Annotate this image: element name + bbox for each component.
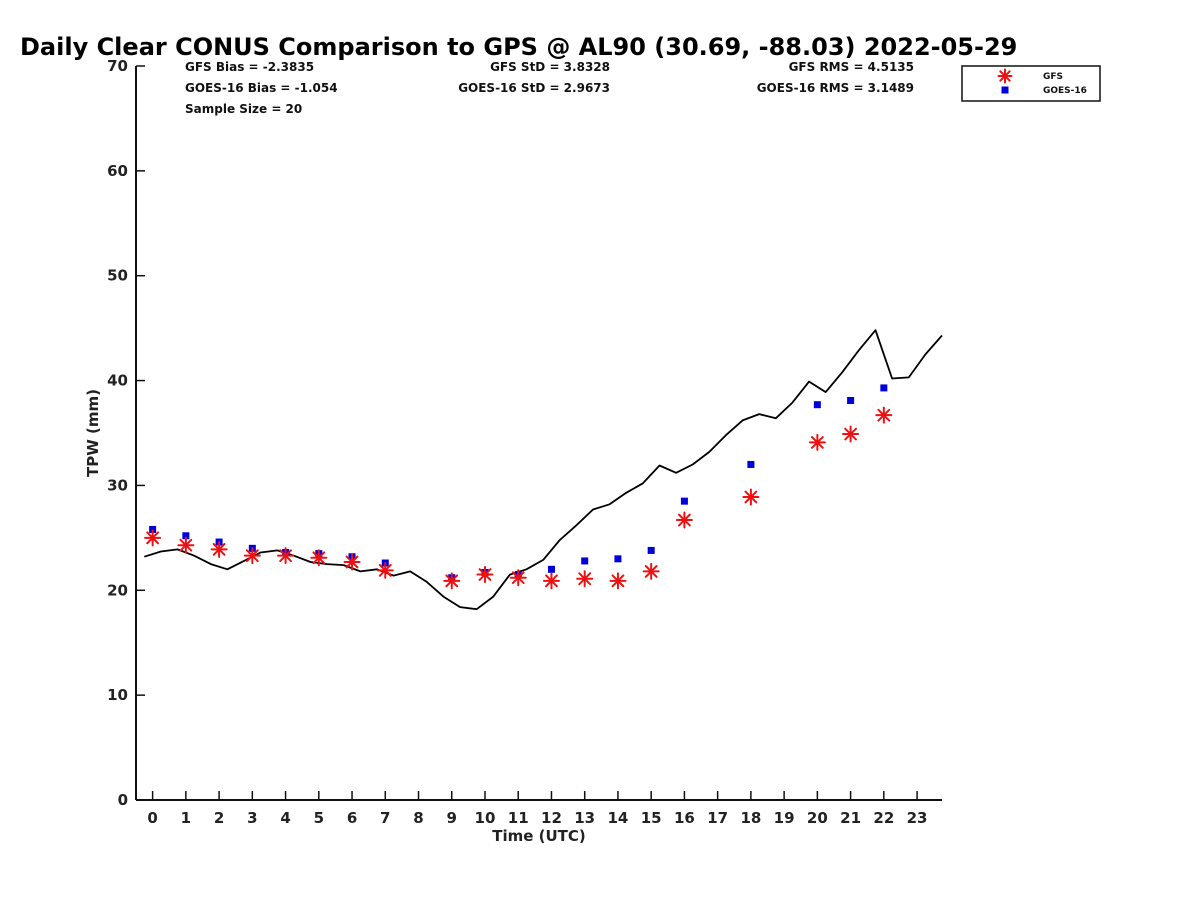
gfs-point — [642, 562, 660, 580]
gfs-point — [509, 569, 527, 587]
gfs-point — [542, 572, 560, 590]
x-tick-label: 5 — [314, 809, 324, 827]
x-tick-label: 8 — [413, 809, 423, 827]
x-tick-label: 2 — [214, 809, 224, 827]
goes16-point — [647, 546, 655, 554]
y-tick-label: 70 — [107, 57, 128, 75]
x-tick-label: 22 — [873, 809, 894, 827]
goes16-point — [614, 555, 622, 563]
gfs-point — [875, 406, 893, 424]
legend-gfs-marker — [997, 68, 1013, 84]
x-tick-label: 3 — [247, 809, 257, 827]
x-tick-label: 4 — [280, 809, 290, 827]
x-tick-label: 10 — [475, 809, 496, 827]
gfs-point — [675, 511, 693, 529]
y-tick-label: 0 — [118, 791, 128, 809]
x-tick-label: 1 — [181, 809, 191, 827]
gfs-point — [842, 425, 860, 443]
goes16-point — [581, 557, 589, 565]
goes16-point — [182, 532, 190, 540]
x-tick-label: 15 — [641, 809, 662, 827]
y-tick-label: 20 — [107, 581, 128, 599]
goes16-point — [747, 460, 755, 468]
legend-goes16-marker — [1001, 86, 1009, 94]
markers-layer — [144, 384, 893, 590]
x-tick-label: 23 — [907, 809, 928, 827]
x-tick-label: 7 — [380, 809, 390, 827]
gfs-point — [177, 536, 195, 554]
stat-goes-bias: GOES-16 Bias = -1.054 — [185, 81, 338, 95]
gps-line-layer — [144, 329, 943, 611]
y-axis-label: TPW (mm) — [84, 389, 102, 477]
x-tick-label: 17 — [707, 809, 728, 827]
gfs-point — [476, 566, 494, 584]
gfs-point — [443, 572, 461, 590]
legend-gfs-label: GFS — [1043, 72, 1063, 82]
stat-goes-rms: GOES-16 RMS = 3.1489 — [757, 81, 914, 95]
gfs-point — [144, 529, 162, 547]
goes16-point — [847, 396, 855, 404]
x-tick-label: 21 — [840, 809, 861, 827]
gfs-point — [742, 488, 760, 506]
gfs-point — [210, 540, 228, 558]
stat-sample-size: Sample Size = 20 — [185, 102, 302, 116]
x-tick-label: 6 — [347, 809, 357, 827]
x-tick-label: 14 — [608, 809, 629, 827]
gps-series-line — [144, 329, 943, 611]
x-tick-label: 12 — [541, 809, 562, 827]
legend-box — [961, 65, 1101, 102]
x-tick-label: 13 — [574, 809, 595, 827]
y-tick-label: 50 — [107, 267, 128, 285]
gfs-point — [310, 549, 328, 567]
x-tick-label: 16 — [674, 809, 695, 827]
y-tick-label: 30 — [107, 476, 128, 494]
stat-goes-std: GOES-16 StD = 2.9673 — [458, 81, 610, 95]
goes16-point — [813, 401, 821, 409]
stat-gfs-bias: GFS Bias = -2.3835 — [185, 60, 314, 74]
x-tick-label: 18 — [740, 809, 761, 827]
y-tick-label: 10 — [107, 686, 128, 704]
gfs-point — [576, 570, 594, 588]
gfs-point — [277, 547, 295, 565]
goes16-point — [880, 384, 888, 392]
gfs-point — [609, 572, 627, 590]
x-tick-label: 20 — [807, 809, 828, 827]
gfs-point — [808, 433, 826, 451]
y-tick-label: 60 — [107, 162, 128, 180]
x-axis-label: Time (UTC) — [492, 827, 586, 845]
x-tick-label: 0 — [147, 809, 157, 827]
chart-title: Daily Clear CONUS Comparison to GPS @ AL… — [20, 33, 1017, 61]
gfs-point — [243, 547, 261, 565]
y-tick-label: 40 — [107, 372, 128, 390]
legend-goes16-label: GOES-16 — [1043, 86, 1087, 96]
x-tick-label: 11 — [508, 809, 529, 827]
stat-gfs-std: GFS StD = 3.8328 — [490, 60, 610, 74]
gfs-point — [376, 561, 394, 579]
stat-gfs-rms: GFS RMS = 4.5135 — [789, 60, 914, 74]
goes16-point — [547, 565, 555, 573]
x-tick-label: 9 — [447, 809, 457, 827]
goes16-point — [680, 497, 688, 505]
legend: GFS GOES-16 — [961, 65, 1101, 102]
gfs-point — [343, 553, 361, 571]
x-tick-label: 19 — [774, 809, 795, 827]
